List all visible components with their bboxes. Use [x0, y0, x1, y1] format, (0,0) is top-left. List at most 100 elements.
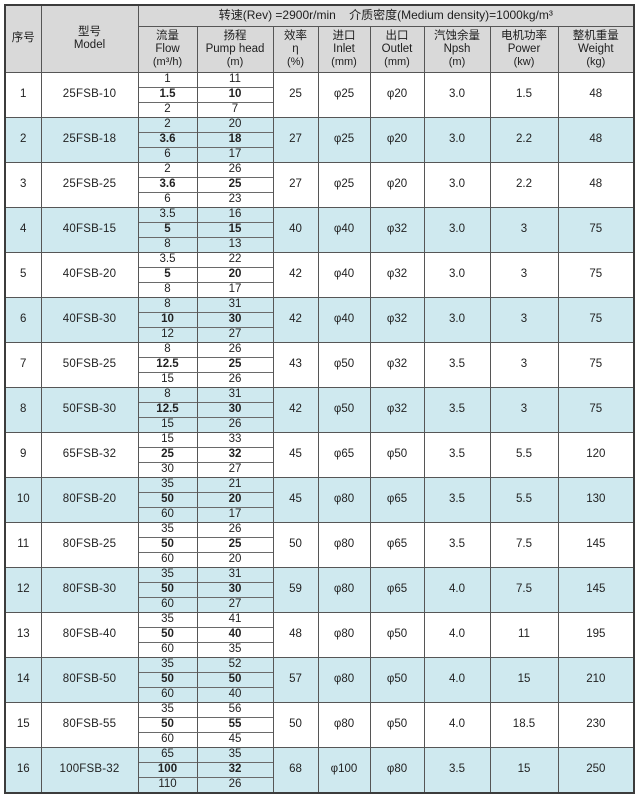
- row-number-cell: 2: [4, 117, 42, 163]
- outlet-cell: φ20: [369, 72, 425, 118]
- flow-cell-rated: 50: [137, 627, 198, 643]
- head-cell: 52: [196, 657, 274, 673]
- col-header-head: 扬程 Pump head (m): [196, 26, 274, 73]
- efficiency-cell: 43: [272, 342, 319, 388]
- col-header-eff-unit: (%): [286, 56, 305, 69]
- power-cell: 18.5: [489, 702, 559, 748]
- table-row: 12 80FSB-30 35 31 59 φ80 φ65 4.0 7.5 145: [4, 567, 635, 613]
- weight-cell: 48: [557, 117, 635, 163]
- head-cell-rated: 20: [196, 492, 274, 508]
- table-subrow-rated: 25 32: [5, 447, 634, 463]
- table-subrow-rated: 50 20: [5, 492, 634, 508]
- weight-cell: 48: [557, 72, 635, 118]
- efficiency-cell: 57: [272, 657, 319, 703]
- model-cell: 80FSB-40: [40, 612, 139, 658]
- model-cell: 25FSB-10: [40, 72, 139, 118]
- outlet-cell: φ50: [369, 432, 425, 478]
- head-cell: 22: [196, 252, 274, 268]
- power-cell: 3: [489, 342, 559, 388]
- flow-cell: 2: [137, 102, 198, 118]
- table-row: 2 25FSB-18 2 20 27 φ25 φ20 3.0 2.2 48: [4, 117, 635, 163]
- head-cell-rated: 15: [196, 222, 274, 238]
- model-cell: 40FSB-15: [40, 207, 139, 253]
- model-cell: 80FSB-25: [40, 522, 139, 568]
- power-cell: 15: [489, 657, 559, 703]
- flow-cell-rated: 50: [137, 492, 198, 508]
- head-cell-rated: 25: [196, 537, 274, 553]
- weight-cell: 75: [557, 252, 635, 298]
- inlet-cell: φ80: [317, 567, 371, 613]
- col-header-weight-unit: (kg): [586, 56, 606, 69]
- efficiency-cell: 50: [272, 522, 319, 568]
- outlet-cell: φ32: [369, 387, 425, 433]
- col-header-head-en: Pump head: [205, 43, 265, 56]
- table-subrow-rated: 12.5 25: [5, 357, 634, 373]
- power-cell: 5.5: [489, 477, 559, 523]
- flow-cell: 8: [137, 342, 198, 358]
- flow-cell: 60: [137, 732, 198, 748]
- efficiency-cell: 40: [272, 207, 319, 253]
- weight-cell: 145: [557, 567, 635, 613]
- table-subrow-rated: 3.6 18: [5, 132, 634, 148]
- flow-cell: 60: [137, 642, 198, 658]
- weight-cell: 145: [557, 522, 635, 568]
- outlet-cell: φ32: [369, 252, 425, 298]
- table-row: 5 40FSB-20 3.5 22 42 φ40 φ32 3.0 3 75: [4, 252, 635, 298]
- npsh-cell: 4.0: [423, 567, 491, 613]
- row-number-cell: 4: [4, 207, 42, 253]
- head-cell: 27: [196, 462, 274, 478]
- power-cell: 3: [489, 297, 559, 343]
- head-cell-rated: 20: [196, 267, 274, 283]
- flow-cell: 35: [137, 567, 198, 583]
- flow-cell-rated: 50: [137, 717, 198, 733]
- head-cell: 20: [196, 552, 274, 568]
- head-cell: 26: [196, 417, 274, 433]
- head-cell: 35: [196, 642, 274, 658]
- power-cell: 5.5: [489, 432, 559, 478]
- flow-cell: 60: [137, 552, 198, 568]
- table-subrow-rated: 5 20: [5, 267, 634, 283]
- outlet-cell: φ20: [369, 117, 425, 163]
- head-cell: 7: [196, 102, 274, 118]
- weight-cell: 230: [557, 702, 635, 748]
- model-cell: 80FSB-20: [40, 477, 139, 523]
- col-header-no: 序号: [4, 4, 42, 73]
- table-subrow: 8 13: [5, 237, 634, 253]
- head-cell-rated: 32: [196, 762, 274, 778]
- outlet-cell: φ50: [369, 702, 425, 748]
- table-row: 9 65FSB-32 15 33 45 φ65 φ50 3.5 5.5 120: [4, 432, 635, 478]
- efficiency-cell: 27: [272, 117, 319, 163]
- row-number-cell: 10: [4, 477, 42, 523]
- weight-cell: 120: [557, 432, 635, 478]
- flow-cell-rated: 5: [137, 222, 198, 238]
- row-number-cell: 8: [4, 387, 42, 433]
- power-cell: 2.2: [489, 162, 559, 208]
- col-header-flow-unit: (m³/h): [152, 56, 183, 69]
- row-number-cell: 13: [4, 612, 42, 658]
- table-subrow-rated: 50 30: [5, 582, 634, 598]
- table-row: 14 80FSB-50 35 52 57 φ80 φ50 4.0 15 210: [4, 657, 635, 703]
- table-subrow: 6 23: [5, 192, 634, 208]
- speed-density-banner: 转速(Rev) =2900r/min 介质密度(Medium density)=…: [137, 4, 635, 27]
- efficiency-cell: 42: [272, 252, 319, 298]
- model-cell: 50FSB-25: [40, 342, 139, 388]
- flow-cell: 15: [137, 417, 198, 433]
- table-subrow: 60 17: [5, 507, 634, 523]
- table-subrow-rated: 50 50: [5, 672, 634, 688]
- table-subrow: 2 7: [5, 102, 634, 118]
- weight-cell: 75: [557, 207, 635, 253]
- col-header-head-unit: (m): [226, 56, 244, 69]
- head-cell: 31: [196, 567, 274, 583]
- power-cell: 11: [489, 612, 559, 658]
- inlet-cell: φ40: [317, 207, 371, 253]
- inlet-cell: φ80: [317, 612, 371, 658]
- flow-cell: 30: [137, 462, 198, 478]
- col-header-power-unit: (kw): [513, 56, 535, 69]
- npsh-cell: 3.0: [423, 252, 491, 298]
- head-cell-rated: 10: [196, 87, 274, 103]
- power-cell: 3: [489, 387, 559, 433]
- weight-cell: 250: [557, 747, 635, 794]
- table-subrow-rated: 3.6 25: [5, 177, 634, 193]
- row-number-cell: 14: [4, 657, 42, 703]
- head-cell-rated: 25: [196, 177, 274, 193]
